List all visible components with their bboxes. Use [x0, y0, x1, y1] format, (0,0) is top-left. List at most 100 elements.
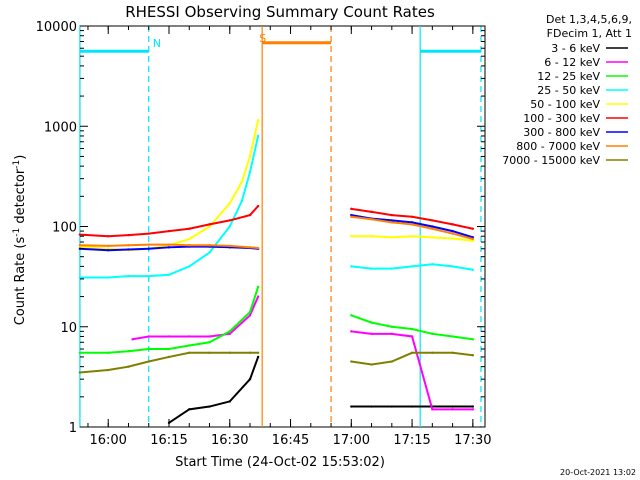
series-point-2-0: [78, 351, 82, 354]
series-point-1-3: [188, 335, 191, 338]
series-point-4-13: [390, 236, 394, 239]
series-point-5-9: [256, 204, 260, 208]
series-point-2-15: [451, 335, 454, 338]
series-point-3-2: [127, 274, 130, 278]
legend: Det 1,3,4,5,6,9, FDecim 1, Att 1 3 - 6 k…: [502, 13, 632, 167]
series-point-0-9: [410, 405, 414, 408]
y-tick-label-4: 10000: [36, 20, 77, 35]
series-point-1-5: [228, 332, 231, 336]
series-point-4-7: [228, 202, 231, 205]
series-point-7-3: [147, 243, 150, 246]
series-point-4-5: [188, 237, 191, 241]
x-tick-label-6: 17:30: [454, 433, 491, 448]
series-point-2-3: [147, 347, 150, 351]
series-point-6-15: [451, 229, 454, 233]
series-point-8-2: [127, 365, 130, 368]
series-point-3-6: [208, 251, 211, 254]
series-point-2-1: [107, 351, 110, 354]
series-point-2-10: [350, 314, 353, 317]
series-line-3-0: [79, 135, 260, 279]
series-point-7-0: [78, 244, 82, 247]
series-point-6-2: [127, 248, 130, 251]
series-point-7-7: [228, 244, 231, 248]
series-point-5-8: [248, 213, 252, 217]
series-point-4-10: [256, 118, 260, 122]
series-point-5-15: [451, 223, 454, 226]
series-point-2-4: [167, 347, 171, 351]
legend-label-4: 50 - 100 keV: [530, 98, 600, 111]
x-tick-label-4: 17:00: [333, 433, 370, 448]
series-point-4-15: [431, 236, 434, 239]
series-point-7-2: [127, 244, 130, 247]
series-point-5-11: [370, 210, 373, 214]
series-point-6-0: [78, 247, 82, 250]
series-point-7-4: [167, 243, 171, 246]
series-point-4-14: [410, 235, 414, 238]
legend-label-3: 25 - 50 keV: [537, 84, 600, 97]
series-point-1-11: [410, 335, 414, 338]
y-tick-label-2: 100: [52, 221, 77, 236]
series-point-5-12: [390, 213, 394, 217]
series-point-0-6: [350, 405, 353, 408]
series-point-4-6: [208, 225, 211, 228]
series-point-7-11: [370, 218, 373, 221]
series-point-8-8: [248, 351, 252, 354]
series-point-3-7: [228, 225, 231, 228]
series-point-2-8: [248, 310, 252, 314]
series-point-5-4: [167, 229, 171, 233]
legend-label-2: 12 - 25 keV: [537, 70, 600, 83]
series-point-8-7: [228, 351, 231, 354]
series-point-8-12: [390, 360, 394, 363]
legend-label-6: 300 - 800 keV: [523, 126, 600, 139]
series-point-6-4: [167, 246, 171, 249]
series-point-7-1: [107, 244, 110, 248]
y-tick-label-0: 1: [69, 421, 77, 436]
series-point-8-0: [78, 371, 82, 374]
series-point-3-13: [390, 267, 394, 270]
data-series: [78, 118, 475, 425]
series-point-7-5: [188, 244, 191, 247]
series-point-7-6: [208, 244, 211, 247]
series-line-5-0: [79, 205, 259, 238]
series-point-3-14: [410, 265, 414, 268]
series-point-7-8: [248, 246, 252, 249]
series-point-1-0: [131, 338, 134, 341]
series-point-5-10: [350, 207, 353, 211]
series-point-3-4: [167, 273, 171, 276]
series-point-2-5: [188, 344, 191, 347]
series-point-0-12: [471, 405, 475, 408]
legend-label-5: 100 - 300 keV: [523, 112, 600, 125]
series-point-1-7: [256, 295, 260, 298]
series-line-6-0: [79, 245, 259, 252]
series-point-5-2: [127, 233, 130, 237]
series-point-4-9: [248, 155, 252, 158]
legend-label-0: 3 - 6 keV: [551, 42, 600, 55]
series-point-2-14: [431, 332, 434, 336]
series-point-7-16: [471, 237, 475, 241]
x-tick-label-1: 16:15: [150, 433, 187, 448]
series-point-6-3: [147, 247, 150, 250]
series-point-4-8: [240, 180, 244, 183]
annotation-n: N: [153, 37, 161, 50]
series-point-4-12: [370, 235, 373, 238]
series-point-7-14: [431, 227, 434, 230]
y-tick-label-1: 10: [60, 321, 77, 336]
x-tick-label-5: 17:15: [393, 433, 430, 448]
series-point-2-16: [471, 338, 475, 341]
series-point-2-13: [410, 327, 414, 331]
series-point-1-13: [451, 408, 454, 411]
series-point-7-15: [451, 232, 454, 235]
series-point-1-8: [350, 330, 353, 333]
series-line-1-0: [132, 296, 260, 341]
series-point-5-3: [147, 232, 150, 235]
x-axis-label: Start Time (24-Oct-02 15:53:02): [175, 455, 385, 470]
chart-title: RHESSI Observing Summary Count Rates: [125, 3, 435, 21]
legend-label-1: 6 - 12 keV: [544, 56, 600, 69]
series-point-8-16: [471, 354, 475, 357]
series-point-6-14: [431, 225, 434, 228]
series-point-3-16: [451, 265, 454, 268]
series-point-8-6: [208, 351, 211, 354]
series-point-8-5: [188, 351, 191, 354]
